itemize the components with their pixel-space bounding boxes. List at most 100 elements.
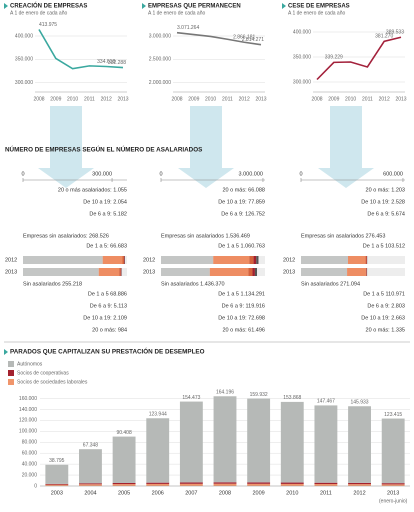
y-tick-label: 350.000 bbox=[15, 57, 33, 63]
x-note: (enero-junio) bbox=[379, 498, 408, 504]
total-label: 153.868 bbox=[283, 395, 301, 401]
bar-segment bbox=[213, 396, 237, 483]
bar-segment bbox=[209, 268, 249, 276]
bar-segment bbox=[122, 256, 125, 264]
bar-segment bbox=[213, 483, 237, 486]
segment-label: De 1 a 5: 66.683 bbox=[86, 243, 127, 249]
bar-segment bbox=[45, 484, 69, 486]
value-label: 3.071.264 bbox=[177, 25, 199, 31]
y-tick-label: 0 bbox=[34, 483, 37, 489]
total-label: 123.944 bbox=[149, 412, 167, 418]
segment-label: 20 o más: 66.088 bbox=[222, 187, 265, 193]
x-tick-label: 2012 bbox=[101, 96, 112, 102]
x-tick-label: 2009 bbox=[188, 96, 199, 102]
bar-segment bbox=[348, 482, 371, 485]
x-tick-label: 2011 bbox=[362, 96, 373, 102]
bar-segment bbox=[280, 483, 304, 486]
bar-segment bbox=[213, 482, 237, 484]
legend-label: Socios de cooperativas bbox=[17, 370, 69, 376]
title-marker bbox=[282, 3, 286, 9]
tick-label: 600.000 bbox=[383, 171, 403, 177]
bar-segment bbox=[98, 268, 120, 276]
segment-label: De 1 a 5 103.512 bbox=[363, 243, 405, 249]
segment-label: De 6 a 9: 126.752 bbox=[221, 211, 265, 217]
bar-segment bbox=[179, 483, 203, 486]
x-tick-label: 2011 bbox=[320, 490, 332, 496]
total-label: 123.415 bbox=[384, 412, 402, 418]
total-label: 145.933 bbox=[351, 400, 369, 406]
title-marker bbox=[4, 3, 8, 9]
x-tick-label: 2010 bbox=[286, 490, 298, 496]
bar-segment bbox=[45, 483, 69, 485]
title-marker bbox=[142, 3, 146, 9]
value-label: 413.975 bbox=[39, 22, 57, 28]
total-label: 67.348 bbox=[83, 443, 99, 449]
legend-swatch bbox=[8, 370, 14, 376]
bar-segment bbox=[247, 482, 271, 484]
total-label: 147.467 bbox=[317, 399, 335, 405]
segment-label: 20 o más: 984 bbox=[92, 327, 127, 333]
x-tick-label: 2013 bbox=[387, 490, 399, 496]
line bbox=[176, 31, 262, 46]
y-tick-label: 300.000 bbox=[15, 80, 33, 86]
bar-segment bbox=[45, 464, 69, 484]
chart-title: EMPRESAS QUE PERMANECEN bbox=[148, 4, 241, 10]
bar-segment bbox=[365, 256, 367, 264]
bar-segment bbox=[347, 256, 366, 264]
y-tick-label: 400.000 bbox=[15, 33, 33, 39]
value-label: 2.866.181 bbox=[233, 35, 255, 41]
y-tick-label: 2.500.000 bbox=[149, 57, 171, 63]
y-tick-label: 40.000 bbox=[22, 461, 38, 467]
x-tick-label: 2009 bbox=[50, 96, 61, 102]
y-tick-label: 2.000.000 bbox=[149, 80, 171, 86]
x-tick-label: 2004 bbox=[84, 490, 96, 496]
row-label: 2012 bbox=[143, 257, 155, 263]
x-tick-label: 2009 bbox=[328, 96, 339, 102]
line bbox=[38, 29, 124, 70]
bar-segment bbox=[112, 482, 136, 485]
y-tick-label: 80.000 bbox=[22, 440, 38, 446]
chart-subtitle: A 1 de enero de cada año bbox=[10, 10, 67, 16]
segment-label: De 1 a 5 1.134.291 bbox=[218, 291, 265, 297]
segment-label: De 10 a 19: 2.109 bbox=[83, 315, 127, 321]
tick-label: 300.000 bbox=[92, 171, 112, 177]
segment-label: De 10 a 19: 2.663 bbox=[361, 315, 405, 321]
row-label: 2013 bbox=[283, 269, 295, 275]
y-tick-label: 350.000 bbox=[293, 54, 311, 60]
bar-segment bbox=[280, 401, 304, 483]
bar-segment bbox=[348, 484, 371, 486]
title-marker bbox=[4, 349, 8, 355]
total-label: 90.408 bbox=[116, 430, 132, 436]
bar-segment bbox=[213, 256, 250, 264]
row-label: 2012 bbox=[283, 257, 295, 263]
bar-segment bbox=[247, 483, 271, 486]
bar-segment bbox=[301, 256, 348, 264]
x-tick-label: 2010 bbox=[67, 96, 78, 102]
y-tick-label: 300.000 bbox=[293, 79, 311, 85]
segment-label: Empresas sin asalariados 276.453 bbox=[301, 233, 385, 239]
bar-segment bbox=[146, 483, 170, 486]
bar-segment bbox=[381, 483, 405, 485]
arrow bbox=[178, 106, 234, 188]
segment-label: De 10 a 19: 2.528 bbox=[361, 199, 405, 205]
segment-label: 20 o más asalariados: 1.055 bbox=[58, 187, 127, 193]
bar-segment bbox=[179, 482, 203, 484]
segment-label: De 6 a 9: 5.674 bbox=[367, 211, 405, 217]
legend-label: Socios de sociedades laborales bbox=[17, 379, 88, 385]
bar-segment bbox=[348, 406, 371, 483]
bar-segment bbox=[381, 484, 405, 486]
bar-segment bbox=[314, 484, 338, 486]
segment-label: De 10 a 19: 2.054 bbox=[83, 199, 127, 205]
x-tick-label: 2005 bbox=[118, 490, 130, 496]
segment-label: De 1 a 5 68.886 bbox=[88, 291, 127, 297]
legend-label: Autónomos bbox=[17, 361, 43, 367]
segment-label: Empresas sin asalariados 1.536.469 bbox=[161, 233, 250, 239]
bar-segment bbox=[248, 268, 253, 276]
y-tick-label: 120.000 bbox=[19, 418, 37, 424]
bar-segment bbox=[112, 436, 136, 483]
bar-segment bbox=[252, 268, 255, 276]
legend-swatch bbox=[8, 361, 14, 367]
value-label: 332.288 bbox=[108, 60, 126, 66]
